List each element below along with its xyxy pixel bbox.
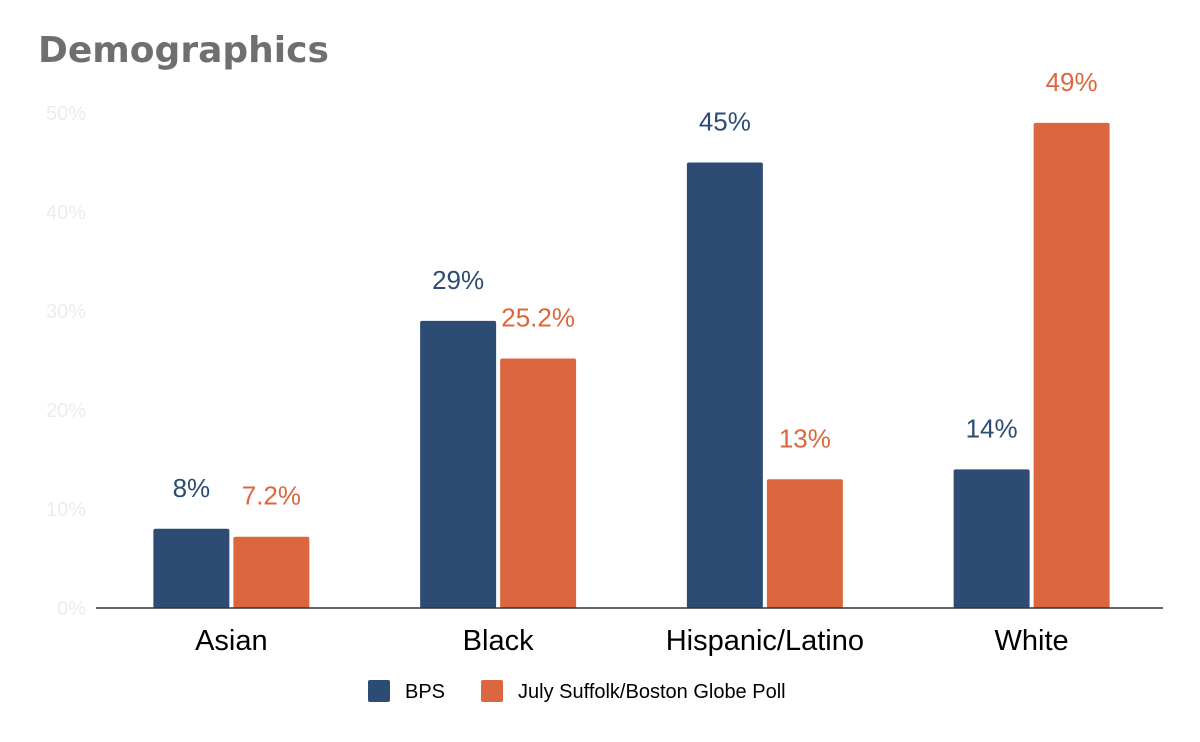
y-tick-label: 40%	[46, 202, 86, 224]
bar-black-series-1	[420, 320, 497, 608]
legend-swatch	[481, 680, 504, 702]
data-label: 14%	[966, 413, 1018, 443]
data-label: 8%	[173, 473, 211, 503]
legend-label: July Suffolk/Boston Globe Poll	[518, 681, 786, 703]
y-tick-label: 0%	[57, 598, 86, 620]
data-label: 25.2%	[501, 303, 575, 333]
legend: BPS July Suffolk/Boston Globe Poll	[368, 680, 786, 703]
chart-title: Demographics	[38, 30, 329, 71]
bar-white-series-2	[1033, 122, 1110, 609]
data-label: 29%	[432, 265, 484, 295]
legend-swatch	[368, 680, 390, 702]
legend-label: BPS	[405, 681, 445, 703]
x-axis: Asian Black Hispanic/Latino White	[195, 625, 1069, 657]
x-tick-label: Hispanic/Latino	[666, 625, 864, 657]
data-labels: 8% 7.2% 29% 25.2% 45% 13% 14% 49%	[173, 67, 1098, 511]
data-label: 13%	[779, 423, 831, 453]
bar-black-series-2	[500, 358, 577, 608]
data-label: 49%	[1046, 67, 1098, 97]
data-label: 45%	[699, 107, 751, 137]
y-axis: 0% 10% 20% 30% 40% 50%	[46, 103, 86, 620]
bar-hispanic-latino-series-1	[686, 162, 763, 608]
y-tick-label: 30%	[46, 301, 86, 323]
x-tick-label: Black	[463, 625, 534, 657]
bar-white-series-1	[953, 469, 1030, 608]
bar-asian-series-1	[153, 528, 230, 608]
x-tick-label: White	[995, 625, 1069, 657]
bar-asian-series-2	[233, 536, 310, 608]
bars	[153, 122, 1110, 609]
y-tick-label: 50%	[46, 103, 86, 125]
x-tick-label: Asian	[195, 625, 268, 657]
data-label: 7.2%	[242, 481, 301, 511]
y-tick-label: 20%	[46, 400, 86, 422]
y-tick-label: 10%	[46, 499, 86, 521]
bar-hispanic-latino-series-2	[766, 479, 843, 608]
